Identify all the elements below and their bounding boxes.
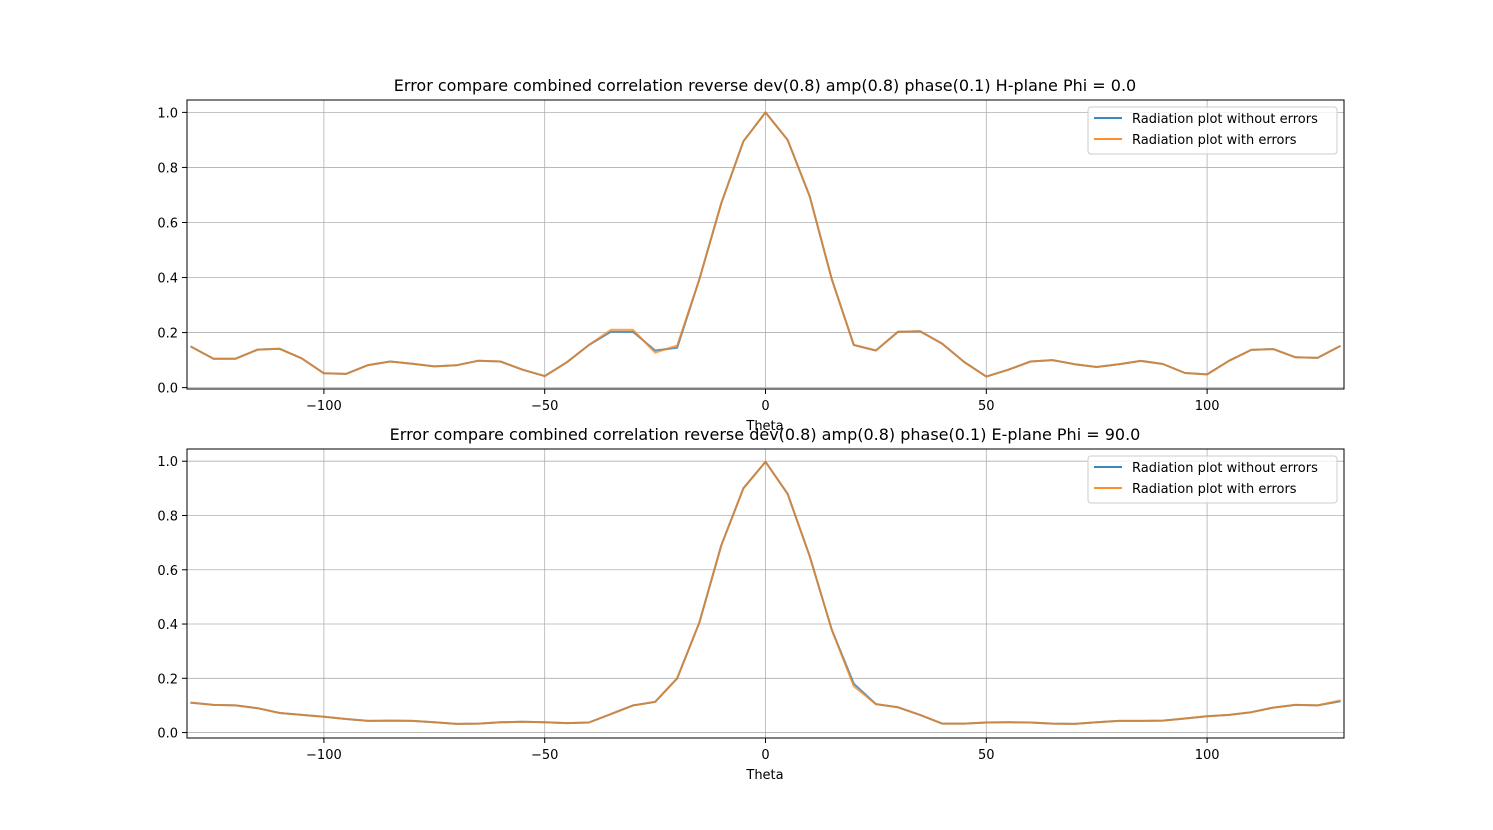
ticks: −100 −50 0 50 100 0.0 0.2 0.4 0.6 0.8 1.0 bbox=[157, 455, 1219, 763]
y-tick-label: 0.6 bbox=[157, 564, 178, 579]
grid bbox=[187, 100, 1344, 389]
x-tick-label: −50 bbox=[531, 748, 558, 763]
y-tick-label: 0.0 bbox=[157, 727, 178, 742]
grid bbox=[187, 449, 1344, 738]
y-tick-label: 0.4 bbox=[157, 272, 178, 287]
x-tick-label: 0 bbox=[761, 748, 769, 763]
y-tick-label: 1.0 bbox=[157, 455, 178, 470]
y-tick-label: 0.2 bbox=[157, 327, 178, 342]
x-tick-label: −100 bbox=[306, 399, 342, 414]
x-tick-label: 50 bbox=[978, 399, 995, 414]
series-line-with-errors bbox=[190, 111, 1341, 378]
ticks: −100 −50 0 50 100 0.0 0.2 0.4 0.6 0.8 1.0 bbox=[157, 106, 1219, 414]
y-tick-label: 0.2 bbox=[157, 672, 178, 687]
x-tick-label: 100 bbox=[1195, 399, 1220, 414]
legend-box bbox=[1087, 106, 1338, 155]
subplot-e-plane: Error compare combined correlation rever… bbox=[157, 425, 1345, 783]
legend-label-without-errors: Radiation plot without errors bbox=[1132, 112, 1318, 127]
y-tick-label: 0.0 bbox=[157, 382, 178, 397]
y-tick-label: 0.6 bbox=[157, 216, 178, 231]
series-lines bbox=[190, 460, 1341, 725]
legend-label-with-errors: Radiation plot with errors bbox=[1132, 133, 1297, 148]
y-tick-label: 0.8 bbox=[157, 161, 178, 176]
chart-title: Error compare combined correlation rever… bbox=[394, 76, 1136, 95]
x-tick-label: −100 bbox=[306, 748, 342, 763]
x-axis-label: Theta bbox=[745, 419, 783, 434]
x-tick-label: −50 bbox=[531, 399, 558, 414]
legend: Radiation plot without errors Radiation … bbox=[1087, 106, 1338, 155]
series-line-with-errors bbox=[190, 460, 1341, 725]
y-tick-label: 1.0 bbox=[157, 106, 178, 121]
y-tick-label: 0.4 bbox=[157, 618, 178, 633]
legend-box bbox=[1087, 455, 1338, 504]
x-tick-label: 100 bbox=[1195, 748, 1220, 763]
chart-title: Error compare combined correlation rever… bbox=[390, 425, 1141, 444]
y-tick-label: 0.8 bbox=[157, 509, 178, 524]
x-tick-label: 50 bbox=[978, 748, 995, 763]
legend-label-without-errors: Radiation plot without errors bbox=[1132, 461, 1318, 476]
legend-label-with-errors: Radiation plot with errors bbox=[1132, 482, 1297, 497]
series-lines bbox=[190, 111, 1341, 378]
x-tick-label: 0 bbox=[761, 399, 769, 414]
x-axis-label: Theta bbox=[745, 768, 783, 783]
legend: Radiation plot without errors Radiation … bbox=[1087, 455, 1338, 504]
subplot-h-plane: Error compare combined correlation rever… bbox=[157, 76, 1345, 434]
